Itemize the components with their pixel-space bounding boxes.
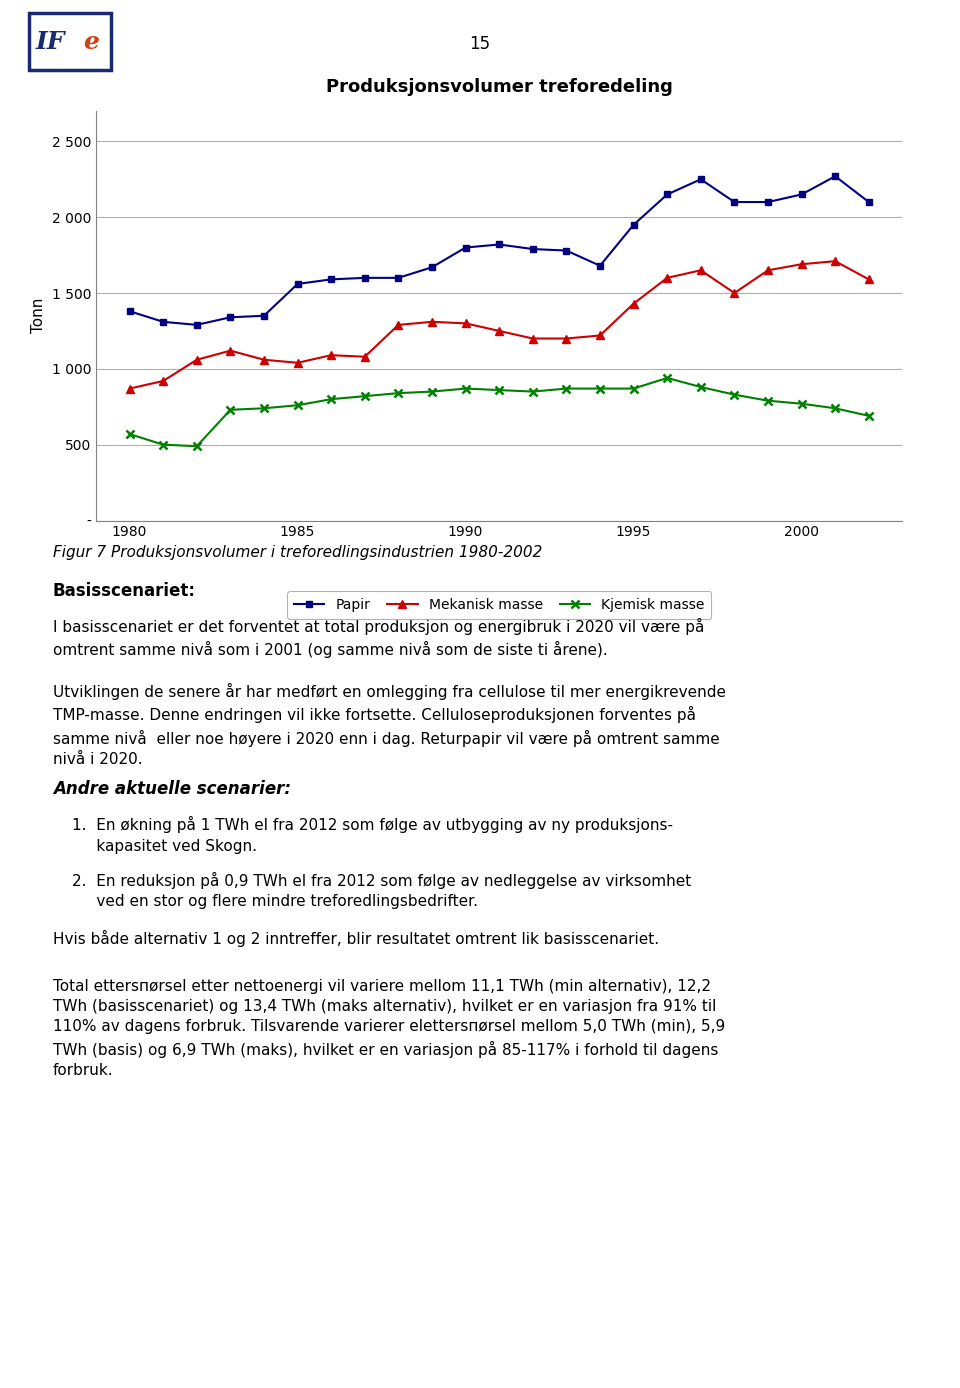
- Y-axis label: Tonn: Tonn: [31, 298, 46, 333]
- Legend: Papir, Mekanisk masse, Kjemisk masse: Papir, Mekanisk masse, Kjemisk masse: [287, 591, 711, 619]
- Text: I basisscenariet er det forventet at total produksjon og energibruk i 2020 vil v: I basisscenariet er det forventet at tot…: [53, 618, 705, 658]
- Text: e: e: [84, 29, 99, 54]
- Text: 1.  En økning på 1 TWh el fra 2012 som følge av utbygging av ny produksjons-
   : 1. En økning på 1 TWh el fra 2012 som fø…: [72, 816, 673, 854]
- Text: Basisscenariet:: Basisscenariet:: [53, 582, 196, 600]
- Title: Produksjonsvolumer treforedeling: Produksjonsvolumer treforedeling: [325, 78, 673, 96]
- Text: 2.  En reduksjon på 0,9 TWh el fra 2012 som følge av nedleggelse av virksomhet
 : 2. En reduksjon på 0,9 TWh el fra 2012 s…: [72, 872, 691, 909]
- Text: IF: IF: [36, 29, 65, 54]
- Text: 15: 15: [469, 35, 491, 53]
- Text: Hvis både alternativ 1 og 2 inntreffer, blir resultatet omtrent lik basisscenari: Hvis både alternativ 1 og 2 inntreffer, …: [53, 930, 659, 947]
- Bar: [29, 12, 110, 69]
- Text: Total ettersпørsel etter nettoenergi vil variere mellom 11,1 TWh (min alternativ: Total ettersпørsel etter nettoenergi vil…: [53, 979, 725, 1078]
- Text: Figur 7 Produksjonsvolumer i treforedlingsindustrien 1980-2002: Figur 7 Produksjonsvolumer i treforedlin…: [53, 545, 542, 561]
- Text: Utviklingen de senere år har medført en omlegging fra cellulose til mer energikr: Utviklingen de senere år har medført en …: [53, 683, 726, 768]
- Text: Andre aktuelle scenarier:: Andre aktuelle scenarier:: [53, 780, 291, 798]
